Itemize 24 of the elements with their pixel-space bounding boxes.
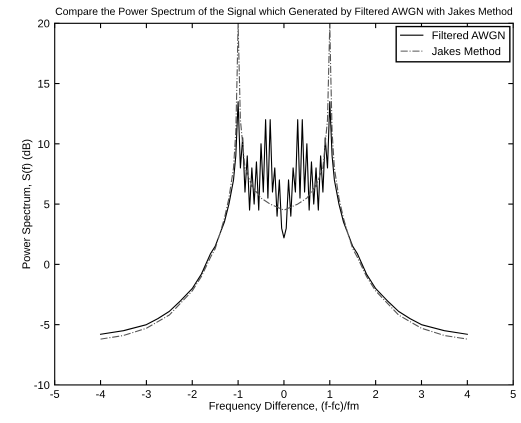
x-tick-label: -2 bbox=[188, 390, 197, 398]
x-tick-label: 4 bbox=[464, 390, 470, 398]
x-tick-label: -3 bbox=[142, 390, 151, 398]
y-tick-label: -10 bbox=[34, 381, 50, 390]
x-tick-label: 1 bbox=[328, 390, 332, 398]
y-tick-label: 15 bbox=[38, 80, 50, 88]
x-tick-label: 0 bbox=[281, 390, 287, 398]
x-tick-label: 5 bbox=[510, 390, 516, 398]
x-axis-title: Frequency Difference, (f-fc)/fm bbox=[210, 402, 358, 412]
y-tick-label: -5 bbox=[40, 321, 50, 329]
x-tick-label: 2 bbox=[373, 390, 378, 398]
y-axis-title: Power Spectrum, S(f) (dB) bbox=[22, 140, 32, 268]
legend-label: Jakes Method bbox=[432, 46, 500, 56]
x-tick-label: -1 bbox=[234, 390, 242, 398]
y-tick-label: 5 bbox=[44, 200, 50, 208]
x-tick-label: -4 bbox=[96, 390, 106, 398]
y-tick-label: 20 bbox=[38, 20, 50, 28]
y-tick-label: 0 bbox=[44, 260, 50, 269]
line-series bbox=[100, 101, 468, 335]
x-tick-label: 3 bbox=[418, 390, 424, 398]
y-tick-label: 10 bbox=[38, 140, 50, 148]
legend-label: Filtered AWGN bbox=[432, 31, 505, 40]
x-tick-label: -5 bbox=[50, 390, 60, 398]
chart-title: Compare the Power Spectrum of the Signal which Generated by Filtered AWGN with Jakes Method bbox=[56, 7, 512, 18]
